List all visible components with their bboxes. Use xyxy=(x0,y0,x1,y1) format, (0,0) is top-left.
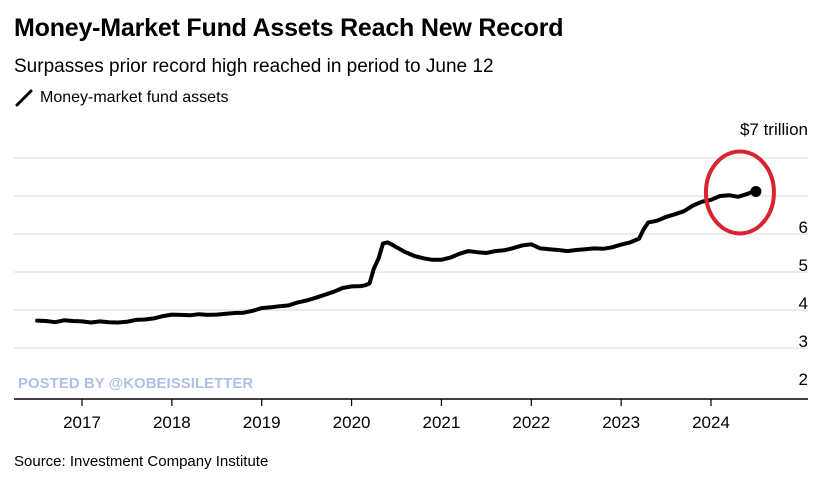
watermark: POSTED BY @KOBEISSILETTER xyxy=(18,375,253,392)
x-tick-label: 2020 xyxy=(333,413,371,432)
record-highlight-circle xyxy=(703,149,776,236)
y-tick-label: 6 xyxy=(799,218,808,237)
y-unit-label: $7 trillion xyxy=(740,120,808,139)
x-tick-label: 2023 xyxy=(602,413,640,432)
series-line-money-market-assets xyxy=(35,189,758,325)
chart-title: Money-Market Fund Assets Reach New Recor… xyxy=(14,14,564,42)
y-tick-label: 4 xyxy=(799,294,808,313)
source-note: Source: Investment Company Institute xyxy=(14,453,269,470)
y-tick-label: 3 xyxy=(799,332,808,351)
legend: Money-market fund assets xyxy=(14,88,229,108)
x-tick-label: 2018 xyxy=(153,413,191,432)
x-tick-label: 2017 xyxy=(63,413,101,432)
y-tick-label: 5 xyxy=(799,256,808,275)
y-tick-label: 2 xyxy=(799,370,808,389)
chart-subtitle: Surpasses prior record high reached in p… xyxy=(14,56,494,77)
y-axis-labels: 2 3 4 5 6 xyxy=(799,218,808,389)
x-tick-label: 2024 xyxy=(692,413,730,432)
x-tick-label: 2022 xyxy=(512,413,550,432)
line-swatch-icon xyxy=(15,89,33,107)
legend-label: Money-market fund assets xyxy=(40,89,229,106)
latest-value-dot xyxy=(750,185,762,197)
x-tick-label: 2019 xyxy=(243,413,281,432)
x-tick-label: 2021 xyxy=(423,413,461,432)
gridlines xyxy=(14,157,808,349)
x-axis-ticks: 2017 2018 2019 2020 2021 2022 2023 2024 xyxy=(63,399,730,432)
